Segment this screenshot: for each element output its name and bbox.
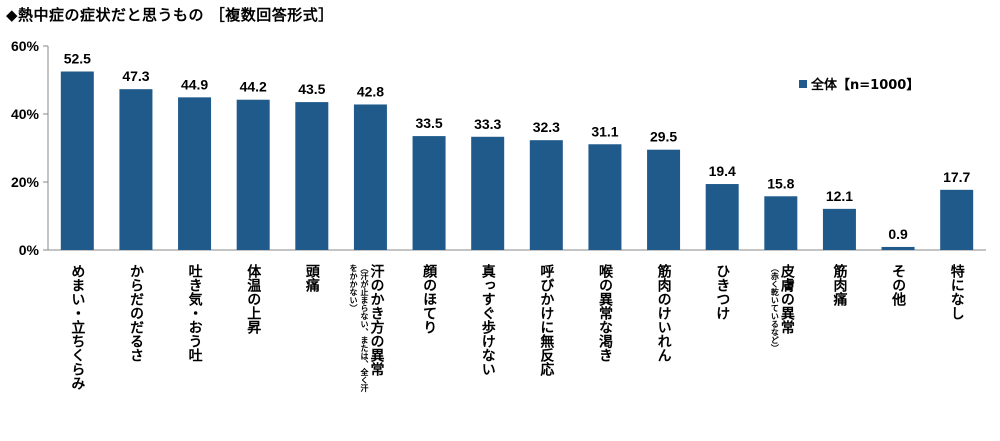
value-label: 47.3 [122,68,149,84]
y-tick-label: 40% [11,106,40,122]
bar [178,97,212,250]
value-label: 44.2 [240,79,267,95]
value-label: 31.1 [591,123,618,139]
bar [881,246,915,250]
category-label: 特になし [949,263,965,320]
bar [471,136,505,250]
bar [60,71,94,250]
y-tick-label: 20% [11,174,40,190]
bar [412,136,446,250]
category-label: 汗のかき方の異常 [368,263,384,377]
bar [529,140,563,250]
y-tick-label: 0% [19,242,40,258]
y-tick-label: 60% [11,38,40,54]
category-note: （赤く乾いているなど） [770,264,779,352]
value-label: 33.3 [474,116,501,132]
value-label: 15.8 [767,175,794,191]
category-label: 顔のほてり [421,263,438,334]
category-label: 吐き気・おう吐 [187,264,203,362]
bar [236,99,270,250]
legend: 全体【n=1000】 [799,77,919,93]
y-axis: 0% 20% 40% 60% [11,38,986,258]
value-label: 12.1 [826,188,853,204]
category-label: ひきつけ [714,264,730,320]
category-labels: めまい・立ちくらみ からだのだるさ 吐き気・おう吐 体温の上昇 頭痛 汗のかき方の異常（汗… [69,263,964,393]
bar [353,104,387,250]
value-label: 43.5 [298,81,325,97]
category-label: 体温の上昇 [245,263,261,335]
value-label: 29.5 [650,129,677,145]
category-note: （汗が止まらない、または、全く汗 [359,264,369,393]
bar [764,196,798,250]
category-label: 喉の異常な渇き [597,263,613,362]
category-label: 頭痛 [304,264,321,293]
category-label: 呼びかけに無反応 [538,263,554,377]
category-label: 皮膚の異常 [779,263,796,335]
legend-swatch [799,80,807,88]
bar [705,184,739,250]
value-label: 32.3 [533,119,560,135]
category-label: 真っすぐ歩けない [480,263,496,376]
bar [940,189,974,250]
value-label: 19.4 [709,163,736,179]
value-label: 0.9 [888,226,908,242]
value-labels: 52.5 47.3 44.9 44.2 43.5 42.8 33.5 33.3 32.3 31.1… [64,51,971,242]
bar [822,208,856,250]
value-label: 42.8 [357,83,384,99]
bar [295,102,329,250]
bar [119,89,153,251]
value-label: 52.5 [64,51,91,67]
category-label: からだのだるさ [128,264,144,362]
category-note: をかかない） [349,264,358,312]
category-label: その他 [890,264,907,307]
legend-label: 全体【n=1000】 [810,77,919,93]
value-label: 44.9 [181,76,208,92]
value-label: 17.7 [943,169,970,185]
chart-title: ◆熱中症の症状だと思うもの ［複数回答形式］ [6,6,334,24]
category-label: 筋肉痛 [831,263,848,307]
category-label: めまい・立ちくらみ [69,264,85,390]
category-label: 筋肉のけいれん [656,263,672,362]
bar [647,149,681,250]
bar [588,144,622,250]
value-label: 33.5 [415,115,442,131]
bars [60,71,974,251]
